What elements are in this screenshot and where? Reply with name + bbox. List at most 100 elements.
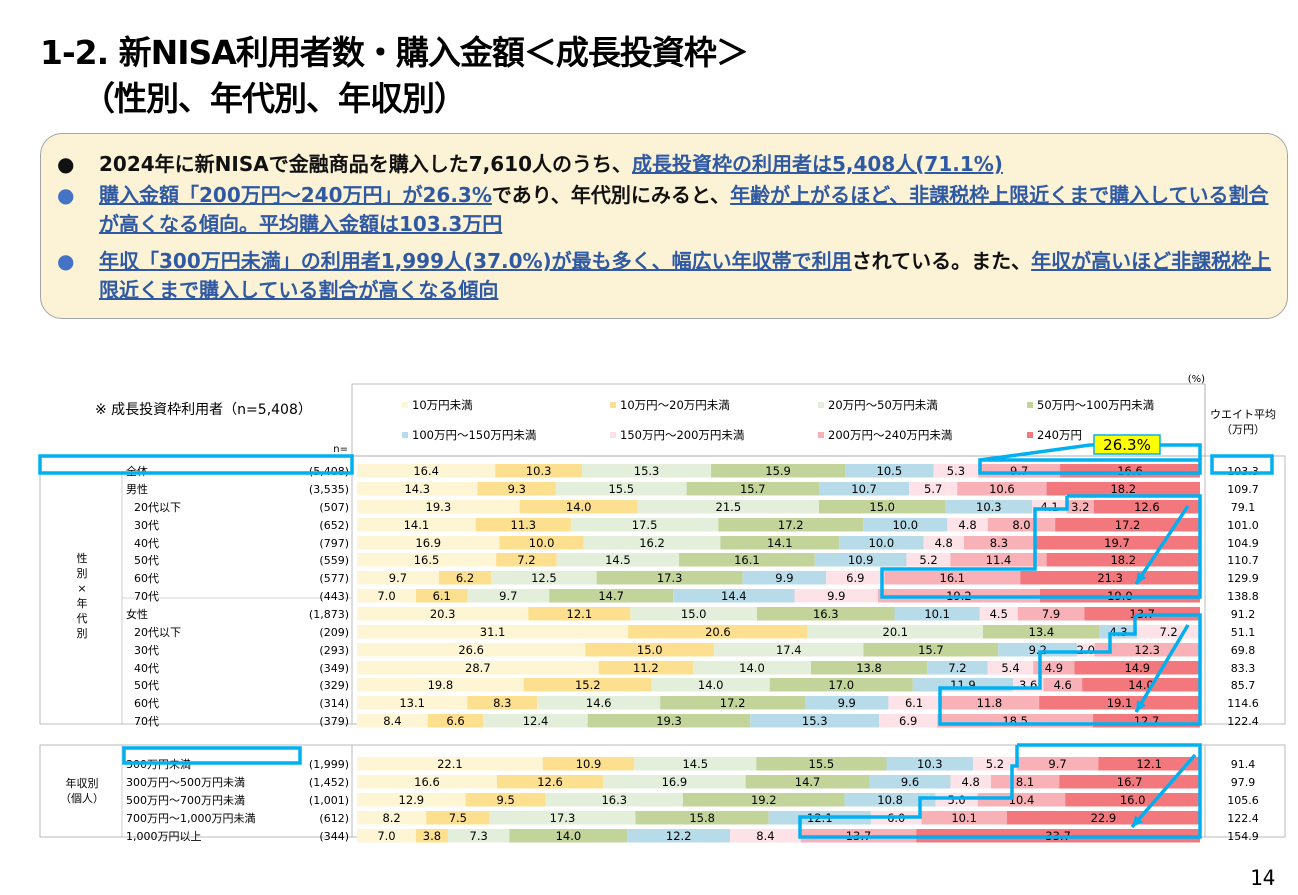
avg-header: （万円） (1221, 423, 1265, 436)
bar-segment (357, 571, 439, 585)
row-n: (329) (319, 679, 349, 692)
bar-segment (357, 811, 427, 825)
bar-segment (545, 793, 683, 807)
row-label: 20代以下 (134, 501, 181, 514)
bar-segment (826, 571, 885, 585)
data-label: 15.3 (802, 714, 828, 728)
bar-segment (582, 464, 712, 478)
bar-segment (447, 829, 510, 843)
data-label: 14.7 (795, 775, 821, 789)
bar-segment (1016, 757, 1099, 771)
row-label: 女性 (126, 607, 148, 621)
row-label: 500万円～700万円未満 (126, 794, 245, 807)
data-label: 14.9 (1124, 661, 1150, 675)
data-label: 17.3 (657, 571, 683, 585)
avg-value: 154.9 (1227, 830, 1259, 843)
data-label: 11.3 (511, 518, 537, 532)
bar-segment (585, 643, 715, 657)
data-label: 8.4 (383, 714, 401, 728)
row-n: (293) (319, 644, 349, 657)
highlight-frame (122, 746, 302, 765)
bar-segment (427, 714, 484, 728)
legend-label: 200万円～240万円未満 (828, 428, 952, 442)
bar-segment (1093, 500, 1200, 514)
summary-bullet-3: ● 年収「300万円未満」の利用者1,999人(37.0%)が最も多く、幅広い年… (57, 247, 1272, 305)
bar-segment (1039, 696, 1200, 710)
data-label: 11.4 (986, 553, 1012, 567)
bar-segment (957, 482, 1047, 496)
data-label: 12.4 (523, 714, 549, 728)
avg-value: 91.4 (1231, 758, 1256, 771)
bar-segment (693, 661, 811, 675)
bar-segment (491, 571, 597, 585)
data-label: 5.2 (919, 553, 937, 567)
data-label: 10.6 (989, 482, 1015, 496)
data-label: 11.8 (977, 696, 1003, 710)
data-label: 9.9 (827, 589, 845, 603)
highlight-frame (979, 443, 1202, 462)
bar-segment (814, 553, 907, 567)
row-label: 700万円～1,000万円未満 (126, 812, 256, 825)
bar-segment (570, 518, 719, 532)
data-label: 6.9 (899, 714, 917, 728)
summary-bullet-1: ● 2024年に新NISAで金融商品を購入した7,610人のうち、成長投資枠の利… (57, 150, 1272, 179)
data-label: 17.2 (720, 696, 746, 710)
data-label: 15.8 (689, 811, 715, 825)
bar-segment (769, 678, 913, 692)
row-n: (1,873) (309, 608, 349, 621)
bar-segment (523, 678, 652, 692)
row-label: 50代 (134, 679, 159, 692)
data-label: 18.2 (1110, 553, 1136, 567)
trend-arrow-head (1132, 815, 1144, 827)
bar-segment (1043, 678, 1083, 692)
data-label: 31.1 (480, 625, 506, 639)
data-label: 15.7 (740, 482, 766, 496)
bar-segment (673, 589, 795, 603)
legend-swatch (610, 432, 616, 438)
data-label: 14.0 (739, 661, 765, 675)
data-label: 7.0 (377, 829, 395, 843)
data-label: 17.0 (828, 678, 854, 692)
data-label: 9.9 (838, 696, 856, 710)
avg-value: 51.1 (1231, 626, 1256, 639)
data-label: 4.6 (1054, 678, 1072, 692)
bar-segment (818, 500, 946, 514)
data-label: 8.4 (756, 829, 774, 843)
bar-segment (909, 482, 958, 496)
row-label: 30代 (134, 644, 159, 657)
data-label: 12.6 (1134, 500, 1160, 514)
data-label: 14.4 (721, 589, 747, 603)
data-label: 10.3 (917, 757, 943, 771)
page-title: 1-2. 新NISA利用者数・購入金額＜成長投資枠＞ (40, 33, 749, 72)
bar-segment (923, 536, 964, 550)
bar-segment (742, 571, 827, 585)
legend-label: 240万円 (1037, 428, 1082, 442)
row-label: 60代 (134, 697, 159, 710)
legend-swatch (610, 402, 616, 408)
data-label: 9.9 (775, 571, 793, 585)
data-label: 16.6 (1117, 464, 1143, 478)
data-label: 19.3 (426, 500, 452, 514)
bar-segment (679, 553, 815, 567)
data-label: 9.3 (508, 482, 526, 496)
bar-segment (950, 553, 1047, 567)
bar-segment (933, 464, 979, 478)
bar-segment (1046, 482, 1200, 496)
data-label: 15.5 (809, 757, 835, 771)
legend-swatch (402, 432, 408, 438)
data-label: 4.8 (962, 775, 980, 789)
unit-label: (%) (1188, 374, 1205, 385)
avg-value: 85.7 (1231, 679, 1256, 692)
data-label: 14.5 (605, 553, 631, 567)
bar-segment (939, 696, 1040, 710)
bar-segment (438, 571, 492, 585)
bar-segment (357, 661, 599, 675)
bar-segment (357, 536, 500, 550)
bar-segment (805, 696, 889, 710)
avg-value: 122.4 (1227, 715, 1259, 728)
bar-segment (756, 757, 887, 771)
data-label: 5.7 (924, 482, 942, 496)
bar-segment (979, 607, 1018, 621)
data-label: 10.8 (877, 793, 903, 807)
